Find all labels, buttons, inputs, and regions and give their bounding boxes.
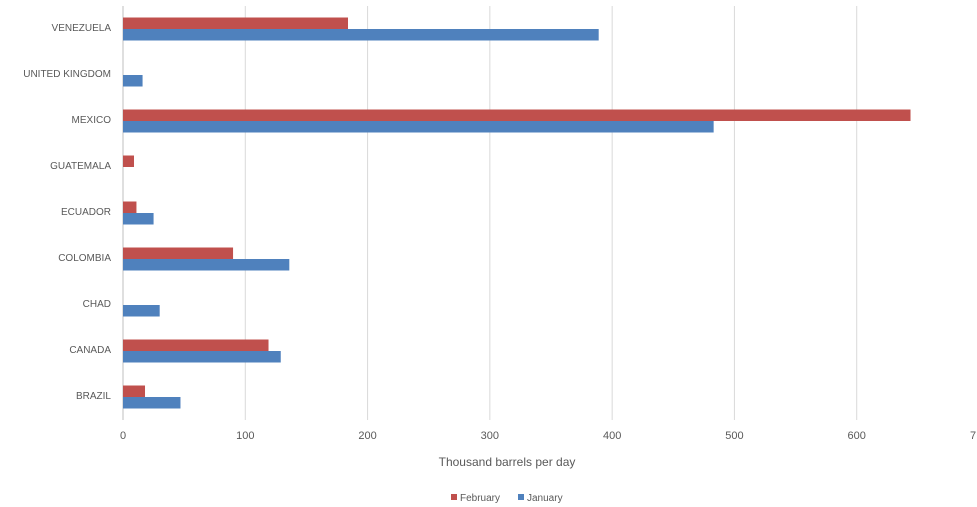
category-label: ECUADOR xyxy=(61,207,111,218)
x-tick-label: 200 xyxy=(358,430,376,442)
category-labels: BRAZIL CANADA CHAD COLOMBIA ECUADOR GUATEMALA… xyxy=(23,23,111,402)
category-label: CANADA xyxy=(69,345,111,356)
category-label: VENEZUELA xyxy=(52,23,112,34)
bar-february-brazil xyxy=(123,385,146,397)
x-tick-label: 300 xyxy=(481,430,499,442)
category-label: BRAZIL xyxy=(76,391,111,402)
category-label: GUATEMALA xyxy=(50,161,111,172)
x-tick-label: 7 xyxy=(970,430,976,442)
x-tick-labels: 0 100 200 300 400 500 600 7 xyxy=(120,430,976,442)
bar-february-guatemala xyxy=(123,155,135,167)
bar-january-canada xyxy=(123,351,281,363)
bar-february-canada xyxy=(123,339,269,351)
x-tick-label: 600 xyxy=(848,430,866,442)
category-label: COLOMBIA xyxy=(58,253,111,264)
legend-label: February xyxy=(460,493,500,504)
legend-label: January xyxy=(527,493,563,504)
legend-swatch xyxy=(451,494,457,500)
x-tick-label: 0 xyxy=(120,430,126,442)
bars xyxy=(123,17,911,409)
bar-february-venezuela xyxy=(123,17,349,29)
bar-february-mexico xyxy=(123,109,911,121)
x-axis-title: Thousand barrels per day xyxy=(439,455,576,469)
bar-january-ecuador xyxy=(123,213,154,225)
category-label: UNITED KINGDOM xyxy=(23,69,111,80)
x-tick-label: 100 xyxy=(236,430,254,442)
bar-january-brazil xyxy=(123,397,181,409)
bar-january-mexico xyxy=(123,121,714,133)
category-label: MEXICO xyxy=(72,115,112,126)
bar-january-united-kingdom xyxy=(123,75,143,87)
bar-february-ecuador xyxy=(123,201,137,213)
x-tick-label: 400 xyxy=(603,430,621,442)
x-tick-label: 500 xyxy=(725,430,743,442)
bar-january-colombia xyxy=(123,259,290,271)
bar-january-venezuela xyxy=(123,29,599,41)
category-label: CHAD xyxy=(83,299,111,310)
legend: February January xyxy=(451,493,563,504)
bar-february-colombia xyxy=(123,247,234,259)
bar-january-chad xyxy=(123,305,160,317)
legend-swatch xyxy=(518,494,524,500)
